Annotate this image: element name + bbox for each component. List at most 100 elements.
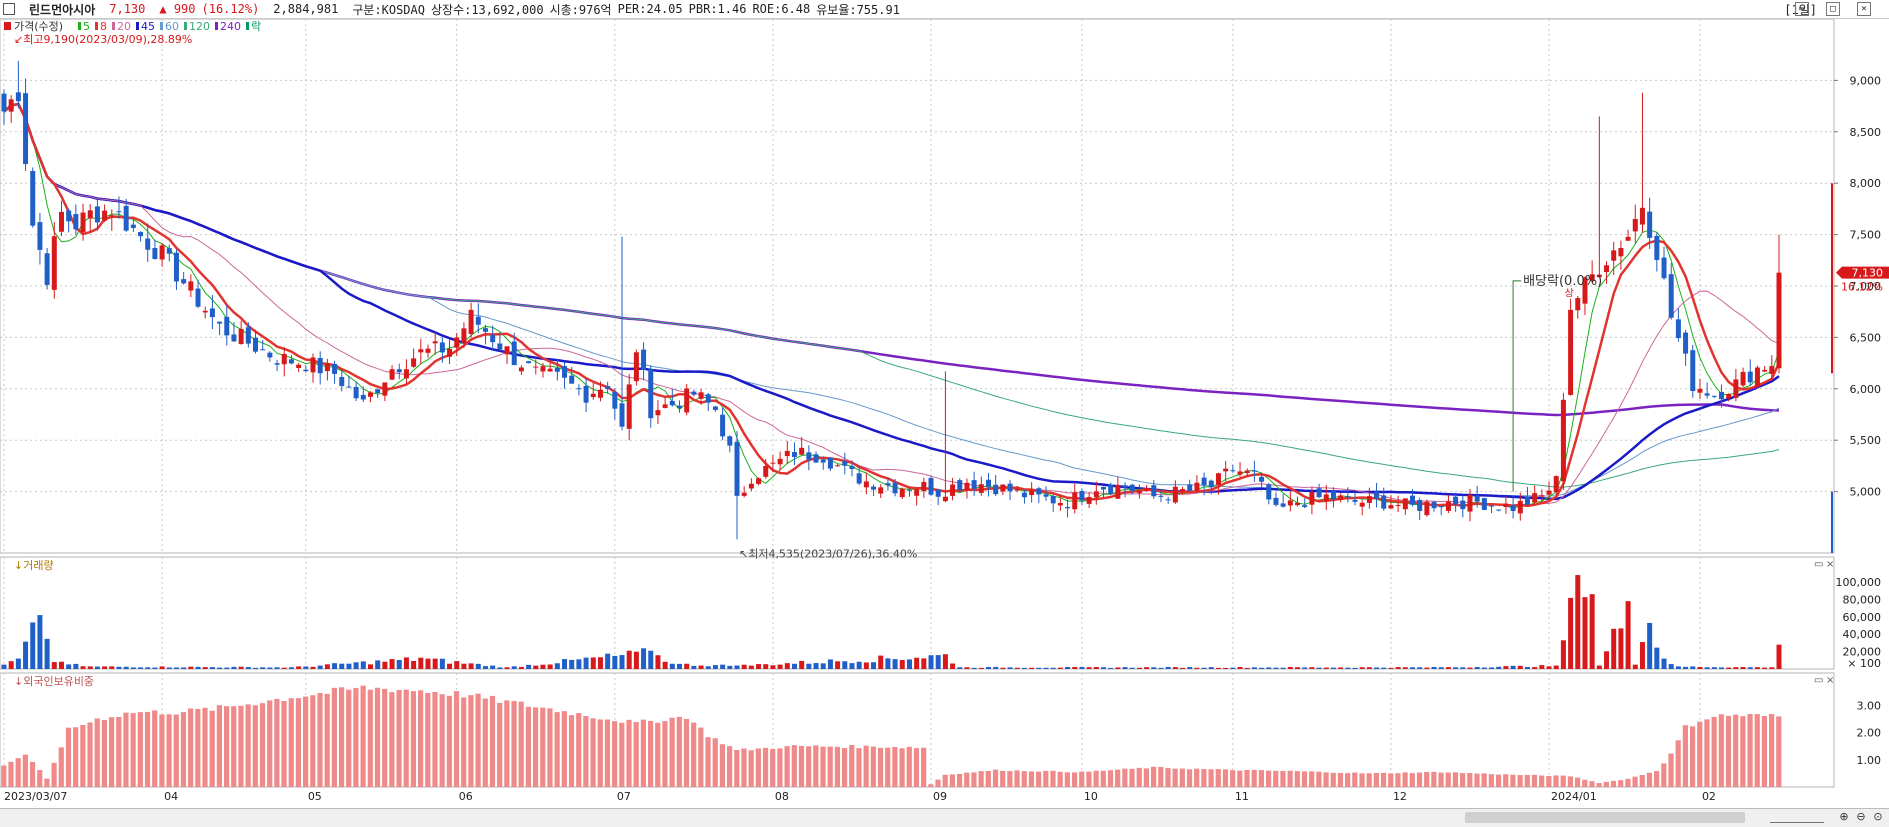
volume-value: 2,884,981: [273, 2, 339, 16]
zoom-buttons: ⊕ ⊖ ⊙: [1837, 810, 1885, 824]
foreign-bar: [870, 746, 876, 787]
panel-close-icon[interactable]: ×: [1826, 675, 1834, 686]
foreign-bar: [849, 744, 855, 787]
foreign-bar: [834, 746, 841, 787]
volume-bar: [770, 665, 776, 669]
panel-minimize-icon[interactable]: ▭: [1814, 675, 1823, 686]
candle-body: [1568, 309, 1574, 395]
candle-body: [1374, 491, 1380, 499]
stock-chart[interactable]: 9,000 8,500 8,000 7,500 7,000 6,500 6,000 5,500…: [0, 19, 1889, 808]
candle-body: [102, 210, 108, 221]
volume-bar: [906, 659, 912, 669]
x-tick-label: 09: [933, 790, 947, 803]
foreign-bar: [101, 719, 108, 787]
candle-body: [641, 349, 647, 370]
candle-body: [921, 481, 927, 492]
volume-bar: [1438, 667, 1444, 669]
close-icon[interactable]: ×: [1857, 2, 1871, 16]
foreign-bar: [37, 770, 43, 787]
last-pct-label: 16.12%: [1841, 281, 1883, 294]
candle-body: [1503, 503, 1509, 508]
volume-bar: [66, 664, 72, 669]
foreign-bar: [820, 746, 826, 787]
foreign-bar: [15, 758, 21, 787]
volume-bar: [1711, 667, 1717, 669]
volume-bar: [957, 667, 963, 669]
candle-body: [942, 496, 948, 502]
volume-bar: [109, 666, 115, 669]
candle-body: [914, 489, 920, 496]
candle-body: [547, 368, 553, 372]
candle-body: [763, 465, 769, 477]
volume-bar: [878, 655, 884, 669]
legend-swatch: [160, 22, 163, 30]
volume-bar: [1000, 667, 1006, 669]
candle-body: [439, 342, 445, 353]
legend-swatch: [95, 22, 98, 30]
checkbox-icon[interactable]: [3, 3, 15, 15]
foreign-bar: [1330, 772, 1336, 787]
volume-bar: [1431, 666, 1437, 669]
foreign-bar: [1129, 768, 1135, 787]
foreign-bar: [439, 694, 445, 787]
volume-bar: [1639, 642, 1645, 669]
foreign-bar: [288, 698, 294, 787]
volume-bar: [324, 664, 330, 669]
foreign-bar: [554, 712, 560, 787]
volume-bar: [130, 667, 136, 669]
foreign-bar: [662, 721, 668, 787]
candle-body: [827, 457, 833, 469]
volume-bar: [763, 664, 769, 669]
volume-bar: [597, 657, 603, 669]
volume-tick-label: 60,000: [1843, 611, 1882, 624]
zoom-out-icon[interactable]: ⊖: [1856, 810, 1866, 823]
zoom-slider[interactable]: [1770, 812, 1824, 823]
foreign-bar: [1646, 772, 1653, 787]
candle-body: [1575, 298, 1581, 311]
candle-body: [1266, 484, 1272, 500]
foreign-bar: [1754, 714, 1760, 787]
foreign-bar: [1373, 772, 1379, 787]
foreign-bar: [1230, 770, 1236, 787]
candle-body: [1639, 207, 1645, 225]
foreign-bar: [1445, 772, 1451, 787]
foreign-bar: [461, 697, 467, 787]
candle-body: [1352, 499, 1358, 502]
candle-body: [310, 357, 316, 373]
volume-bar: [1661, 658, 1667, 669]
candle-body: [238, 328, 244, 344]
candle-body: [1388, 505, 1394, 509]
foreign-bar: [1452, 772, 1459, 787]
foreign-bar: [762, 747, 769, 787]
foreign-bar: [188, 708, 194, 787]
foreign-bar: [504, 700, 510, 787]
candle-body: [1115, 484, 1121, 499]
volume-bar: [1158, 667, 1164, 669]
volume-bar: [612, 655, 618, 669]
chart-scrollbar[interactable]: ⊕ ⊖ ⊙: [0, 808, 1889, 827]
panel-close-icon[interactable]: ×: [1826, 559, 1834, 570]
candle-body: [1280, 503, 1286, 507]
foreign-bar: [1366, 773, 1372, 787]
foreign-bar: [1596, 783, 1602, 787]
maximize-icon[interactable]: □: [1826, 2, 1840, 16]
zoom-reset-icon[interactable]: ⊙: [1873, 810, 1883, 823]
volume-bar: [281, 667, 287, 669]
volume-bar: [173, 667, 179, 669]
foreign-bar: [1510, 774, 1516, 787]
candle-body: [885, 483, 891, 486]
candle-body: [526, 361, 532, 364]
candle-body: [1675, 319, 1681, 339]
foreign-bar: [410, 691, 417, 787]
minimize-icon[interactable]: ▭: [1795, 2, 1809, 16]
annotations: ↙최고9,190(2023/03/09),28.89% ↖최저4,535(2023…: [14, 33, 1889, 560]
zoom-in-icon[interactable]: ⊕: [1839, 810, 1849, 823]
volume-bar: [842, 661, 848, 669]
foreign-bar: [1165, 768, 1171, 787]
foreign-bar: [597, 719, 603, 787]
candle-body: [1201, 477, 1207, 485]
panel-minimize-icon[interactable]: ▭: [1814, 559, 1823, 570]
roe-value: ROE:6.48: [752, 2, 811, 16]
scroll-thumb[interactable]: [1465, 812, 1745, 823]
foreign-bar: [798, 745, 805, 787]
